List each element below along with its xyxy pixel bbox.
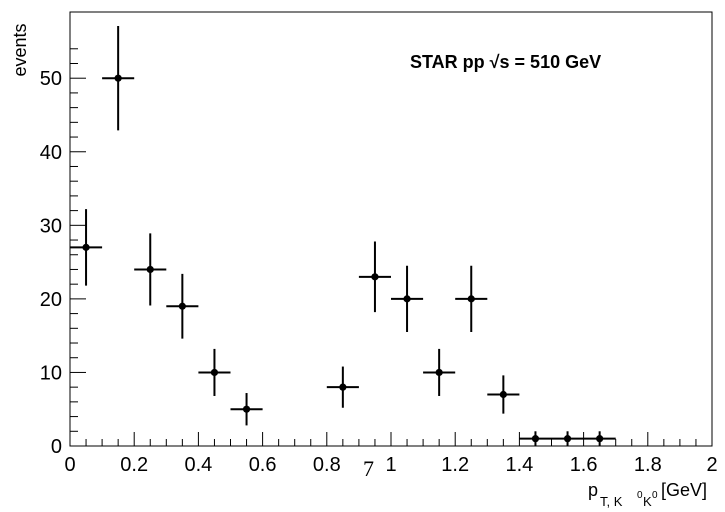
x-tick-label: 0.8 [313,454,341,476]
y-tick-label: 20 [40,289,62,311]
data-point [391,265,424,332]
marker [371,273,379,281]
y-tick-labels: 0 10 20 30 40 50 [40,68,62,458]
x-tick-labels: 0 0.2 0.4 0.6 0.8 1 1.2 1.4 1.6 1.8 2 [64,454,717,476]
marker [210,368,219,377]
marker [178,302,186,310]
marker [531,435,540,443]
marker [82,243,90,251]
y-tick-label: 10 [40,362,62,384]
data-point [519,431,552,446]
x-axis-label-main: p [588,480,598,500]
x-tick-label: 2 [706,454,717,476]
marker [242,405,251,413]
data-point [198,348,231,396]
plot-frame [69,11,713,447]
data-point [70,209,103,286]
data-point [487,375,520,414]
data-point [423,348,456,396]
x-axis-label-sub: T, K [600,494,623,509]
marker [146,265,154,274]
marker [435,368,443,377]
data-point [166,273,199,339]
data-point [326,366,359,408]
stray-mark: 7 [363,456,374,481]
data-point [455,265,488,332]
x-tick-label: 1.2 [441,454,469,476]
marker [339,383,347,391]
x-tick-label: 0.4 [184,454,212,476]
x-tick-label: 1 [385,454,396,476]
y-tick-label: 0 [51,436,62,458]
tick-marks [69,48,713,447]
y-tick-label: 40 [40,142,62,164]
chart-annotation: STAR pp √s = 510 GeV [410,52,601,72]
x-axis-label-sup2: 0 [652,490,658,501]
x-axis-label-sup: 0 [637,490,643,501]
data-point [583,431,616,446]
data-point [102,25,135,131]
y-tick-label: 50 [40,68,62,90]
x-tick-label: 1.8 [634,454,662,476]
data-points [70,25,616,446]
x-tick-label: 1.4 [505,454,533,476]
marker [596,435,604,443]
y-tick-label: 30 [40,215,62,237]
y-axis-label: events [10,23,30,76]
marker [114,74,122,82]
x-tick-label: 0.2 [120,454,148,476]
marker [403,295,411,303]
x-tick-label: 0.6 [249,454,277,476]
axes [69,11,713,447]
x-axis-label: p T, K 0 K 0 [GeV] [588,480,707,509]
x-tick-label: 0 [64,454,75,476]
data-point [358,241,391,313]
data-point [134,233,167,306]
data-point [230,393,263,426]
x-tick-label: 1.6 [570,454,598,476]
marker [563,435,572,443]
x-axis-label-unit: [GeV] [656,480,707,500]
data-point [551,431,584,446]
marker [467,295,475,303]
x-axis-label-sub2: K [643,494,652,509]
marker [499,390,507,399]
